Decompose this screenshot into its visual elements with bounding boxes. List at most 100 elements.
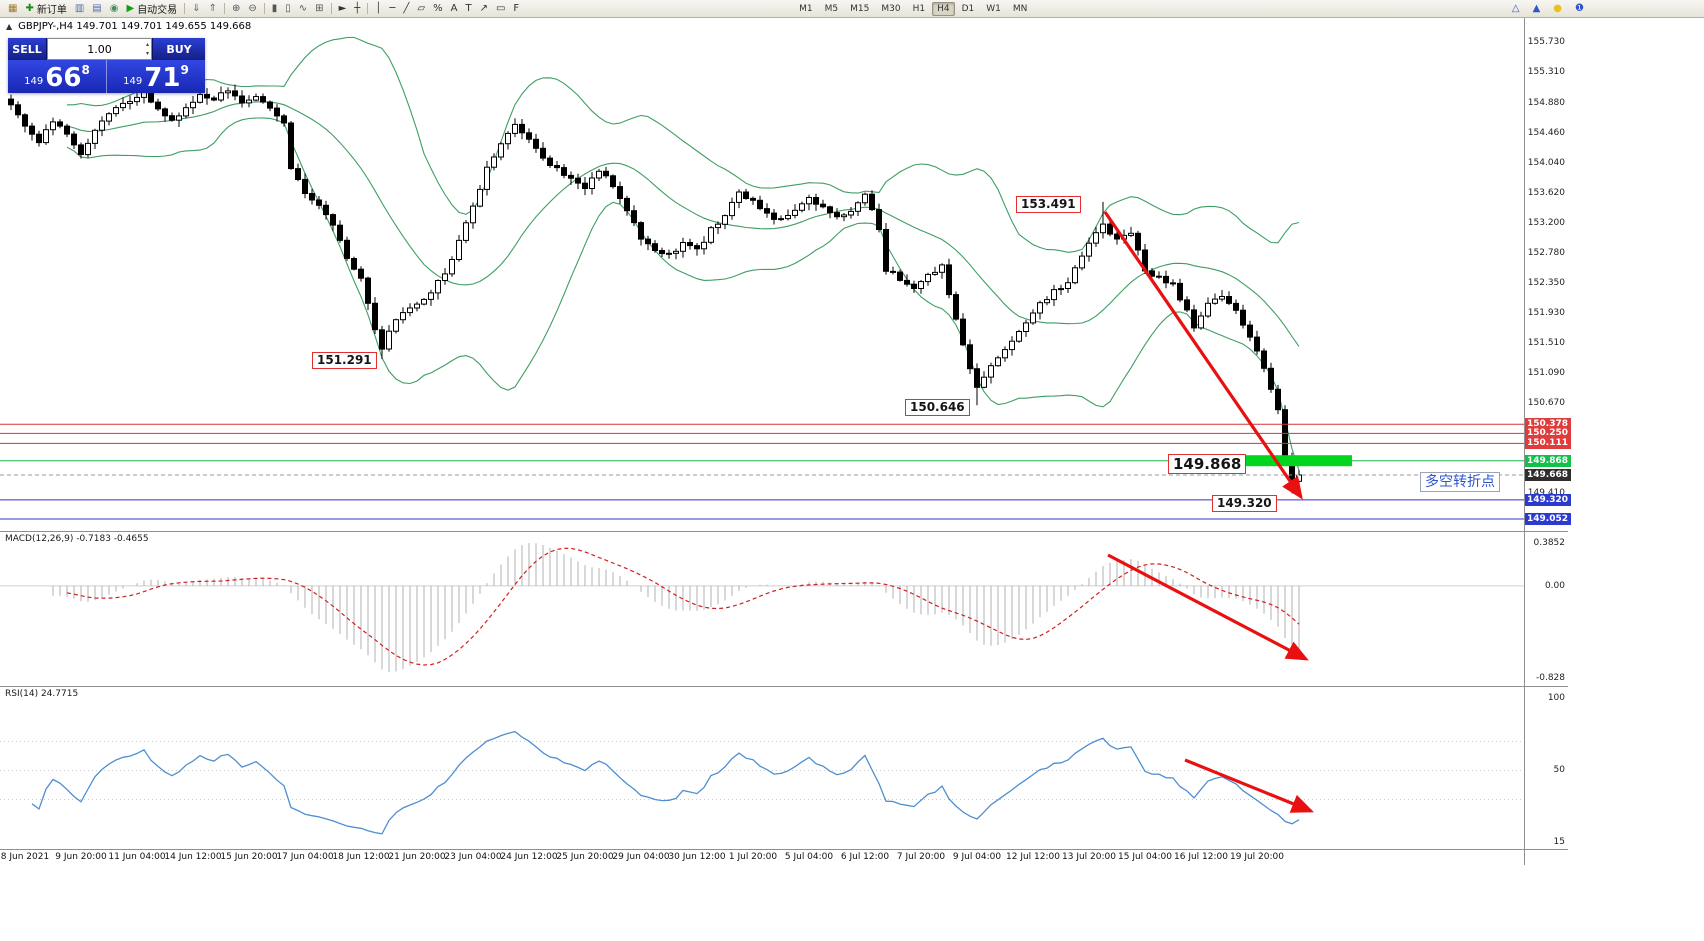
indicator-window-remove-icon[interactable]: ⇑ — [205, 0, 221, 17]
chart-window-icon[interactable]: ▦ — [4, 0, 21, 17]
indicator-window-remove-icon-icon: ⇑ — [208, 3, 217, 14]
charts-icon-icon: ▤ — [92, 3, 102, 14]
macd-canvas[interactable] — [0, 531, 1524, 686]
line-chart-icon[interactable]: ∿ — [295, 0, 311, 17]
scroll-to-end-icon-icon: ▲ — [1532, 3, 1541, 14]
zoom-in-icon[interactable]: ⊕ — [228, 0, 244, 17]
time-axis-label: 19 Jul 20:00 — [1230, 852, 1284, 862]
scroll-chart-icon[interactable]: △ — [1508, 0, 1524, 17]
time-axis-separator — [0, 849, 1568, 850]
price-axis-label: 152.780 — [1527, 248, 1565, 258]
buy-button[interactable]: BUY — [152, 38, 205, 60]
candlestick-chart-icon[interactable]: ▯ — [281, 0, 295, 17]
price-axis-label: 155.310 — [1527, 67, 1565, 77]
macd-trend-arrow[interactable] — [1107, 553, 1309, 661]
time-axis-label: 9 Jul 04:00 — [952, 852, 1002, 862]
account-badge-icon-icon: ❶ — [1575, 3, 1584, 14]
shapes-icon[interactable]: ▭ — [492, 0, 509, 17]
timeframe-d1[interactable]: D1 — [961, 3, 975, 14]
timeframe-group: M1 M5 M15 M30 H1 H4 D1 W1 MN — [793, 1, 1033, 16]
crosshair-icon[interactable]: ┼ — [350, 0, 364, 17]
rsi-trend-arrow[interactable] — [1184, 758, 1314, 813]
channel-icon[interactable]: ▱ — [413, 0, 429, 17]
auto-trading-button[interactable]: ▶ 自动交易 — [122, 0, 181, 17]
profiles-icon[interactable]: ▥ — [71, 0, 88, 17]
time-axis-label: 5 Jul 04:00 — [784, 852, 834, 862]
timeframe-mn[interactable]: MN — [1012, 3, 1028, 14]
collapse-trade-panel-icon[interactable]: ▲ — [6, 22, 13, 31]
notification-dot-icon[interactable]: ● — [1549, 0, 1566, 17]
price-annotation-149.868[interactable]: 149.868 — [1168, 454, 1247, 474]
time-axis-label: 15 Jun 20:00 — [220, 852, 278, 862]
time-axis-label: 16 Jul 12:00 — [1174, 852, 1228, 862]
lot-up-icon[interactable]: ▴ — [145, 41, 149, 48]
price-axis[interactable]: 155.730 155.310 154.880 154.460 154.040 153.6… — [1525, 17, 1571, 865]
rsi-canvas[interactable] — [0, 686, 1524, 849]
panel-separator[interactable] — [0, 686, 1568, 687]
lot-size-input[interactable]: 1.00 ▴ ▾ — [47, 38, 152, 60]
price-tag-149.320: 149.320 — [1525, 494, 1571, 506]
timeframe-h4[interactable]: H4 — [932, 1, 955, 16]
price-annotation-153.491[interactable]: 153.491 — [1016, 196, 1081, 213]
panel-separator[interactable] — [0, 531, 1568, 532]
buy-price[interactable]: 149 71 9 — [107, 60, 205, 93]
lot-stepper[interactable]: ▴ ▾ — [146, 40, 149, 58]
sell-button[interactable]: SELL — [8, 38, 47, 60]
trend-arrow[interactable] — [1103, 211, 1303, 500]
scroll-to-end-icon[interactable]: ▲ — [1529, 0, 1545, 17]
text-tool-icon[interactable]: A — [447, 0, 462, 17]
bar-chart-icon[interactable]: ▮ — [268, 0, 282, 17]
macd-axis-label: 0.3852 — [1533, 538, 1566, 548]
price-annotation-149.320[interactable]: 149.320 — [1212, 495, 1277, 512]
charts-icon[interactable]: ▤ — [88, 0, 105, 17]
timeframe-m30[interactable]: M30 — [881, 3, 901, 14]
time-axis[interactable]: 8 Jun 2021 9 Jun 20:00 11 Jun 04:00 14 Jun … — [0, 849, 1524, 865]
fibonacci-icon[interactable]: % — [429, 0, 447, 17]
indicators-icon-icon: ◉ — [109, 3, 119, 14]
arrow-tool-icon[interactable]: ↗ — [476, 0, 492, 17]
vertical-line-icon[interactable]: │ — [371, 0, 385, 17]
price-annotation-150.646[interactable]: 150.646 — [905, 399, 970, 416]
rsi-line — [31, 730, 1300, 835]
cursor-icon[interactable]: ► — [335, 0, 351, 17]
time-axis-label: 13 Jul 20:00 — [1062, 852, 1116, 862]
insert-menu-icon[interactable]: F — [509, 0, 523, 17]
price-annotation-151.291[interactable]: 151.291 — [312, 352, 377, 369]
price-axis-label: 153.200 — [1527, 218, 1565, 228]
timeframe-m5[interactable]: M5 — [824, 3, 839, 14]
horizontal-line-icon[interactable]: ─ — [385, 0, 399, 17]
time-axis-label: 14 Jun 12:00 — [164, 852, 222, 862]
indicators-icon[interactable]: ◉ — [106, 0, 123, 17]
account-badge-icon[interactable]: ❶ — [1571, 0, 1588, 17]
timeframe-h1[interactable]: H1 — [912, 3, 926, 14]
turning-point-label[interactable]: 多空转折点 — [1420, 472, 1500, 492]
main-chart[interactable]: ▲ GBPJPY-,H4 149.701 149.701 149.655 149… — [0, 17, 1524, 531]
highlight-zone[interactable] — [1243, 455, 1352, 467]
rsi-panel[interactable]: RSI(14) 24.7715 — [0, 686, 1524, 849]
lot-down-icon[interactable]: ▾ — [145, 50, 149, 57]
main-chart-canvas[interactable] — [0, 17, 1524, 531]
zoom-out-icon-icon: ⊖ — [248, 3, 257, 14]
timeframe-m15[interactable]: M15 — [850, 3, 870, 14]
sell-price-prefix: 149 — [24, 76, 44, 87]
trade-controls-row: SELL 1.00 ▴ ▾ BUY — [8, 38, 205, 60]
text-label-icon[interactable]: T — [461, 0, 475, 17]
macd-panel[interactable]: MACD(12,26,9) -0.7183 -0.4655 — [0, 531, 1524, 686]
time-axis-label: 24 Jun 12:00 — [500, 852, 558, 862]
time-axis-label: 9 Jun 20:00 — [55, 852, 107, 862]
zoom-out-icon[interactable]: ⊖ — [244, 0, 260, 17]
price-lines-layer[interactable] — [0, 423, 1524, 520]
grid-icon[interactable]: ⊞ — [311, 0, 327, 17]
time-axis-label: 12 Jul 12:00 — [1006, 852, 1060, 862]
sell-price[interactable]: 149 66 8 — [8, 60, 106, 93]
timeframe-w1[interactable]: W1 — [986, 3, 1001, 14]
rsi-label: RSI(14) 24.7715 — [5, 689, 79, 699]
trendline-icon[interactable]: ╱ — [399, 0, 413, 17]
indicator-window-add-icon[interactable]: ⇓ — [188, 0, 204, 17]
time-axis-label: 21 Jun 20:00 — [388, 852, 446, 862]
new-order-button-icon: ✚ — [25, 3, 34, 14]
timeframe-m1[interactable]: M1 — [799, 3, 813, 14]
new-order-button[interactable]: ✚ 新订单 — [21, 0, 70, 17]
macd-histogram — [52, 543, 1300, 672]
rsi-axis-label: 50 — [1553, 765, 1565, 775]
